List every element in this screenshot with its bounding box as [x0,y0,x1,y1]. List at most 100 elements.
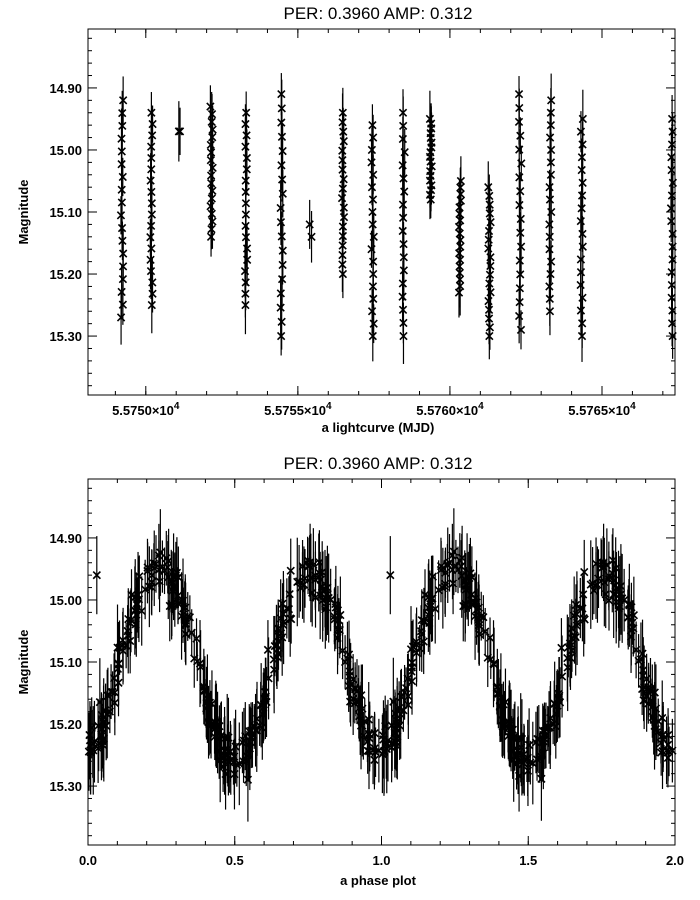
data-point-marker [399,239,408,249]
data-point-marker [117,160,126,169]
data-point-marker [298,581,307,590]
data-point-marker [516,325,526,335]
data-point-marker [616,589,626,599]
data-point-marker [515,297,524,307]
data-point-marker [391,709,400,718]
data-point-marker [667,191,677,200]
data-point-marker [515,103,524,113]
data-point-marker [338,241,347,250]
data-point-marker [242,108,251,117]
data-point-marker [455,268,464,278]
x-tick-label: 0.0 [79,853,97,868]
y-tick-label: 15.00 [49,593,82,608]
data-point-marker [339,212,349,222]
data-point-marker [399,266,408,275]
data-point-marker [456,235,465,245]
data-point-marker [147,578,156,587]
data-point-marker [577,204,586,213]
data-point-marker [276,331,286,341]
data-point-marker [578,178,587,187]
data-point-marker [147,571,157,580]
data-point-marker [344,650,354,659]
data-point-marker [146,233,155,242]
data-point-marker [589,586,599,595]
data-point-marker [244,749,254,759]
data-point-marker [400,187,409,196]
data-point-marker [642,692,651,701]
data-point-marker [241,187,250,197]
data-point-marker [117,185,126,194]
data-point-marker [192,634,201,643]
data-point-marker [501,697,510,707]
data-point-marker [547,207,556,217]
data-point-marker [202,704,211,713]
data-point-marker [117,134,126,143]
data-point-marker [624,613,633,622]
data-point-marker [316,591,325,600]
data-point-marker [174,127,184,136]
data-point-marker [403,674,412,683]
data-point-marker [123,626,132,636]
data-point-marker [126,636,135,646]
data-point-marker [461,599,470,608]
data-point-marker [242,153,252,163]
data-point-marker [638,649,647,658]
data-point-marker [339,203,348,212]
data-point-marker [545,220,554,229]
data-point-marker [391,724,400,733]
data-point-marker [407,663,416,672]
data-point-marker [350,685,360,694]
data-point-marker [221,769,230,779]
data-point-marker [239,757,248,766]
data-point-marker [667,268,676,277]
data-point-marker [117,223,127,233]
data-point-marker [658,746,667,756]
data-point-marker [241,176,250,185]
data-point-marker [577,165,586,175]
data-point-marker [486,253,495,262]
data-point-marker [578,140,587,149]
data-point-marker [497,716,507,725]
lightcurve-markers [116,89,678,341]
data-point-marker [338,250,347,260]
data-point-marker [368,220,377,229]
lightcurve-title: PER: 0.3960 AMP: 0.312 [283,4,472,23]
data-point-marker [577,331,587,341]
data-point-marker [277,118,286,127]
data-point-marker [515,200,524,210]
data-point-marker [357,691,366,700]
data-point-marker [277,132,287,141]
data-point-marker [338,222,348,231]
data-point-marker [516,270,525,279]
data-point-marker [516,214,525,224]
data-point-marker [206,102,215,111]
data-point-marker [419,637,428,646]
data-point-marker [484,235,493,244]
data-point-marker [516,242,526,251]
data-point-marker [338,231,348,241]
data-point-marker [277,175,287,184]
data-point-marker [456,176,466,186]
data-point-marker [515,256,524,265]
data-point-marker [212,721,221,730]
data-point-marker [577,153,587,162]
data-point-marker [485,331,494,341]
data-point-marker [627,625,636,635]
data-point-marker [486,261,495,271]
data-point-marker [148,119,157,129]
data-point-marker [95,697,105,707]
data-point-marker [279,620,288,630]
data-point-marker [277,317,286,327]
data-point-marker [183,612,192,621]
data-point-marker [571,632,580,642]
y-tick-label: 15.20 [49,267,82,282]
data-point-marker [485,200,494,209]
data-point-marker [407,677,417,686]
data-point-marker [99,717,108,726]
data-point-marker [181,620,190,629]
data-point-marker [358,721,367,730]
data-point-marker [455,255,465,264]
data-point-marker [484,305,494,314]
data-point-marker [255,721,264,730]
data-point-marker [131,592,140,602]
